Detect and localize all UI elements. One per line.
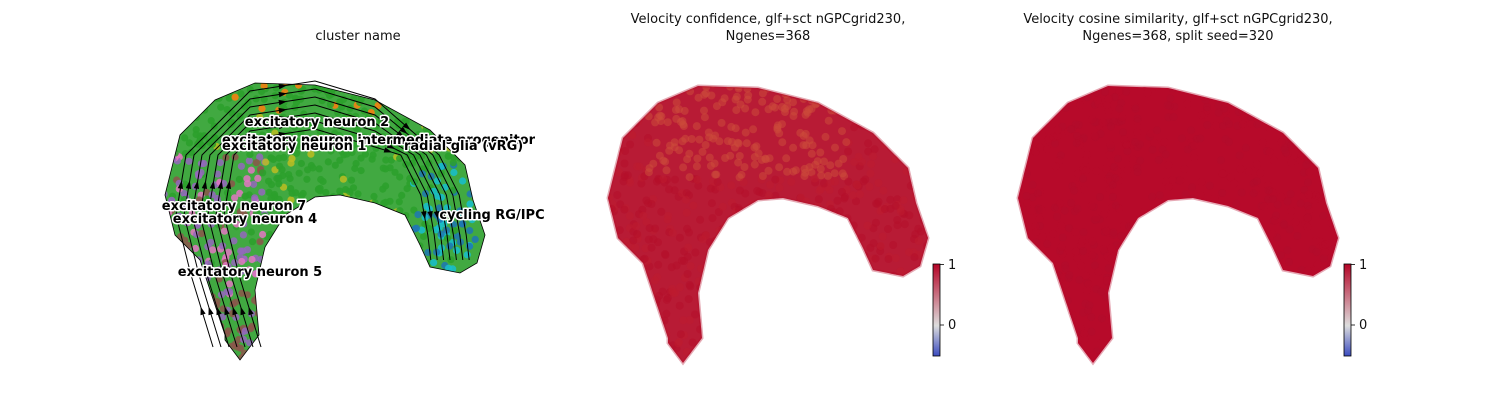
colorbar: 1 0 <box>932 258 956 357</box>
panel2-title-line2: Ngenes=368 <box>726 29 811 44</box>
colorbar-tick: 1 <box>948 258 956 273</box>
colorbar-tick: 0 <box>1359 318 1367 333</box>
colorbar-gradient <box>1343 263 1352 357</box>
panel2-title-line1: Velocity confidence, glf+sct nGPCgrid230… <box>631 12 906 27</box>
colorbar-tick: 0 <box>948 318 956 333</box>
cluster-label: excitatory neuron intermediate progenito… <box>222 133 536 148</box>
cluster-label: excitatory neuron 7 <box>162 199 306 214</box>
colorbar: 1 0 <box>1343 258 1367 357</box>
cluster-label: excitatory neuron 1 <box>222 139 366 154</box>
panel-cosine-similarity: Velocity cosine similarity, glf+sct nGPC… <box>1016 12 1367 366</box>
cluster-label: radial glia (vRG) <box>404 139 523 154</box>
cluster-labels: excitatory neuron 2 excitatory neuron in… <box>160 114 546 282</box>
cluster-label: cycling RG/IPC <box>439 208 544 223</box>
panel3-title-line1: Velocity cosine similarity, glf+sct nGPC… <box>1023 12 1332 27</box>
colorbar-tick: 1 <box>1359 258 1367 273</box>
cluster-label: excitatory neuron 4 <box>173 212 317 227</box>
cosine-embedding <box>1016 84 1340 366</box>
colorbar-gradient <box>932 263 941 357</box>
panel3-title-line2: Ngenes=368, split seed=320 <box>1082 29 1273 44</box>
panel-velocity-confidence: Velocity confidence, glf+sct nGPCgrid230… <box>606 12 956 366</box>
panel-cluster: cluster name excitatory neuron 2 excitat… <box>160 29 546 361</box>
cluster-label: excitatory neuron 5 <box>178 265 322 280</box>
confidence-embedding <box>606 84 930 366</box>
cluster-label: excitatory neuron 2 <box>245 115 389 130</box>
panel1-title: cluster name <box>315 29 400 44</box>
velocity-streamlines <box>164 80 486 361</box>
